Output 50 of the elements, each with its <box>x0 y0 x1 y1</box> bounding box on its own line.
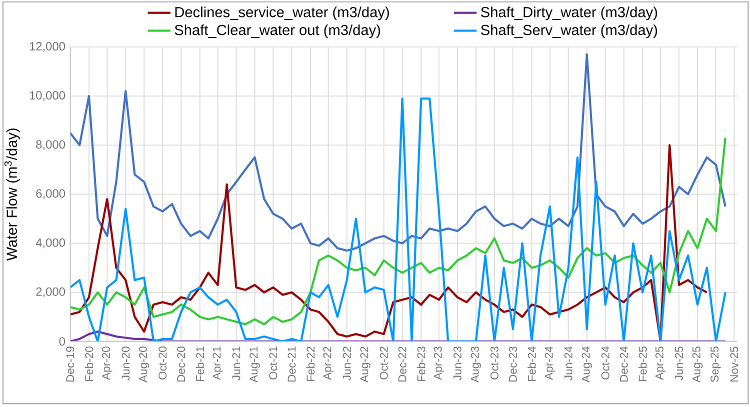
x-tick-label: Jun-25 <box>675 346 683 380</box>
x-tick-label: Aug-24 <box>582 346 592 382</box>
x-tick-label: Aug-22 <box>360 346 370 382</box>
x-tick-label: Jun-24 <box>564 346 572 380</box>
legend-label: Shaft_Dirty_water (m3/day) <box>481 6 658 20</box>
x-tick-label: Oct-22 <box>380 346 388 380</box>
x-tick-label: Feb-22 <box>306 346 315 381</box>
y-axis-title: Water Flow (m$^{3}$/day) <box>4 128 20 260</box>
y-tick-label: 12,000 <box>30 42 66 52</box>
legend-label: Declines_service_water (m3/day) <box>175 6 389 20</box>
x-tick-label: Dec-22 <box>398 346 406 382</box>
y-tick-label: 6,000 <box>36 189 66 199</box>
x-tick-label: Dec-21 <box>288 346 296 382</box>
y-tick-label: 8,000 <box>36 140 66 150</box>
x-tick-label: Apr-25 <box>655 346 666 380</box>
legend-label: Shaft_Clear_water out (m3/day) <box>174 24 380 38</box>
x-tick-label: Dec-19 <box>66 346 74 382</box>
x-tick-label: Aug-21 <box>250 346 260 382</box>
y-tick-label: 4,000 <box>36 238 66 248</box>
y-tick-label: 2,000 <box>36 287 66 298</box>
x-tick-label: Dec-20 <box>177 346 186 382</box>
x-tick-label: Dec-24 <box>620 346 628 382</box>
x-tick-label: Apr-21 <box>212 346 223 380</box>
x-tick-label: Oct-24 <box>601 346 610 380</box>
x-tick-label: Feb-23 <box>416 346 426 381</box>
x-tick-label: Feb-25 <box>638 346 647 381</box>
x-tick-label: Dec-23 <box>508 346 517 382</box>
x-tick-label: Aug-23 <box>470 346 482 382</box>
x-tick-label: Aug-25 <box>692 346 703 382</box>
x-tick-label: Jun-21 <box>232 346 240 380</box>
y-tick-label: 10,000 <box>30 90 66 101</box>
x-tick-label: Apr-24 <box>544 346 555 380</box>
x-tick-label: Feb-21 <box>196 346 204 381</box>
x-tick-label: Aug-20 <box>139 346 150 382</box>
x-tick-label: Oct-20 <box>158 346 167 380</box>
x-tick-label: Apr-20 <box>102 346 112 380</box>
x-tick-label: Nov-25 <box>730 346 738 382</box>
x-tick-label: Apr-22 <box>323 346 334 380</box>
x-tick-label: Oct-23 <box>490 346 498 380</box>
x-tick-label: Jun-23 <box>453 346 462 380</box>
x-tick-label: Feb-20 <box>84 346 94 381</box>
legend-label: Shaft_Serv_water (m3/day) <box>481 24 658 38</box>
x-tick-label: Jun-20 <box>122 346 130 380</box>
x-tick-label: Jun-22 <box>342 346 351 380</box>
line-series <box>70 53 726 252</box>
x-tick-label: Sep-25 <box>710 346 721 382</box>
x-tick-label: Oct-21 <box>269 346 278 380</box>
x-tick-label: Apr-23 <box>434 346 444 380</box>
y-tick-label: 0 <box>59 336 66 346</box>
x-tick-label: Feb-24 <box>528 346 536 381</box>
